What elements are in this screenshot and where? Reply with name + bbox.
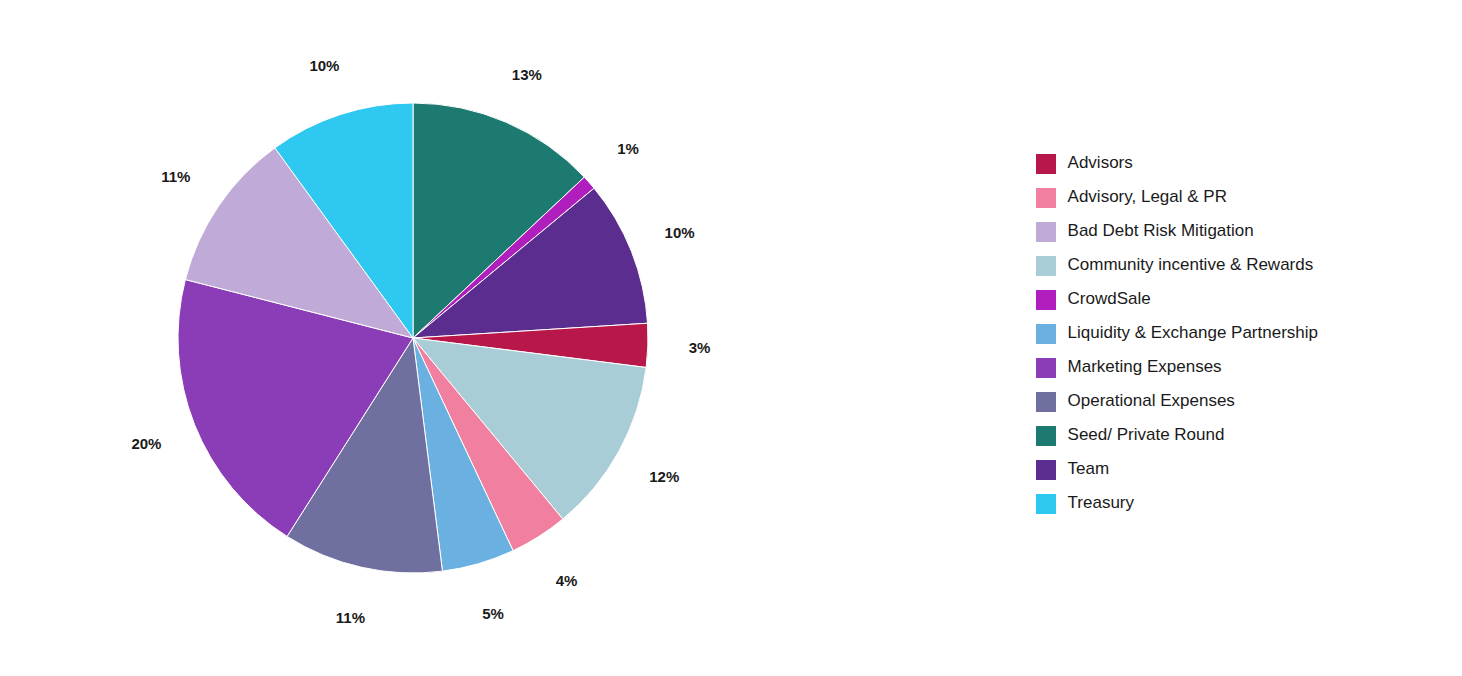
html-text:Treasury: Treasury <box>1067 493 1134 512</box>
html-text:Community incentive & Rewards: Community incentive & Rewards <box>1067 255 1314 274</box>
svg-text:4%: 4% <box>556 572 578 589</box>
svg-text:11%: 11% <box>161 168 190 185</box>
html-text:CrowdSale: CrowdSale <box>1067 289 1151 308</box>
svg-text:12%: 12% <box>649 468 679 485</box>
html-text:Advisory, Legal & PR: Advisory, Legal & PR <box>1067 187 1227 206</box>
svg-text:10%: 10% <box>665 224 695 241</box>
html-text:Marketing Expenses: Marketing Expenses <box>1067 357 1222 376</box>
html-text:Bad Debt Risk Mitigation: Bad Debt Risk Mitigation <box>1067 221 1254 240</box>
svg-text:1%: 1% <box>617 140 639 157</box>
svg-text:20%: 20% <box>131 435 161 452</box>
svg-text:13%: 13% <box>512 66 542 83</box>
html-text:Liquidity & Exchange Partnersh: Liquidity & Exchange Partnership <box>1067 323 1318 342</box>
svg-text:5%: 5% <box>482 605 504 622</box>
html-text:Seed/ Private Round: Seed/ Private Round <box>1067 425 1225 444</box>
html-text:Advisors: Advisors <box>1067 153 1133 172</box>
svg-text:3%: 3% <box>689 339 711 356</box>
html-text:Operational Expenses: Operational Expenses <box>1067 391 1235 410</box>
svg-text:11%: 11% <box>336 609 365 626</box>
svg-text:10%: 10% <box>309 57 339 74</box>
html-text:Team: Team <box>1067 459 1110 478</box>
